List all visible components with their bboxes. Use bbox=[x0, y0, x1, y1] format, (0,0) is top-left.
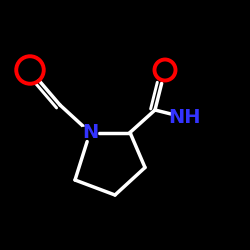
Circle shape bbox=[159, 64, 171, 76]
FancyBboxPatch shape bbox=[82, 127, 98, 138]
Text: NH: NH bbox=[169, 108, 201, 127]
Text: N: N bbox=[82, 123, 98, 142]
FancyBboxPatch shape bbox=[174, 112, 196, 123]
Circle shape bbox=[22, 62, 38, 78]
